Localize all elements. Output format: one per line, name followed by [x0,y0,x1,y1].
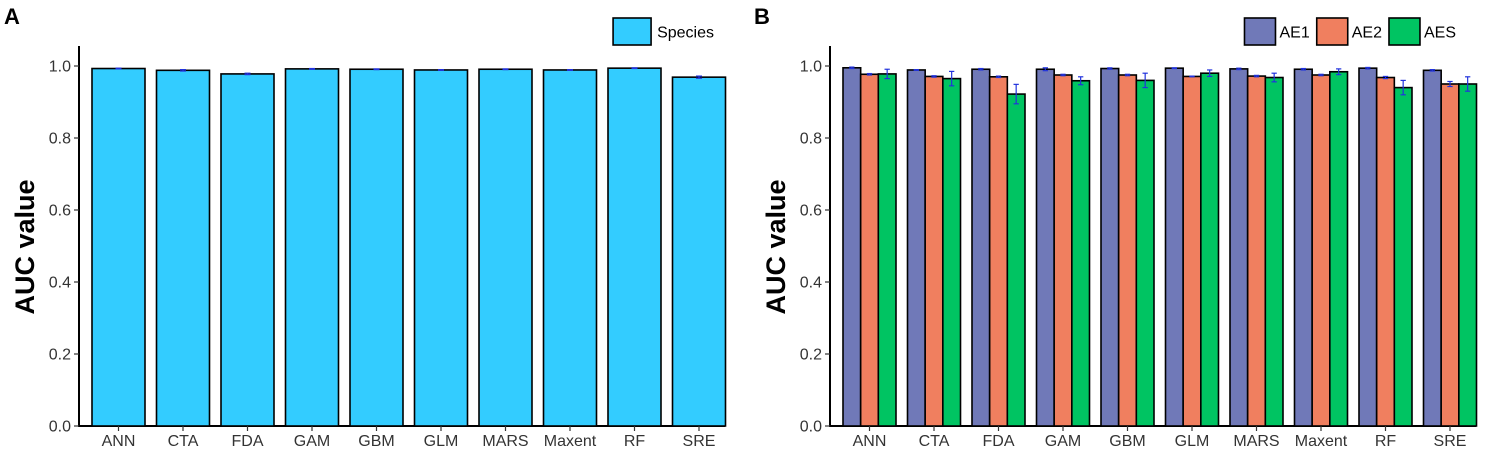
b-x-tick-label: SRE [1434,433,1467,449]
b-bar-aes-gam [1071,79,1091,427]
b-y-tick-label: 0.8 [800,131,822,148]
a-bar-species-mars [478,68,533,427]
a-x-tick-label: Maxent [544,433,597,449]
a-bar-species-rf [607,67,662,427]
b-bar-ae1-mars [1229,68,1249,427]
a-y-tick-label: 0.2 [49,347,71,364]
b-x-tick-label: GAM [1045,433,1081,449]
a-legend-label: Species [657,25,714,42]
b-bar-ae2-mars [1246,75,1267,427]
b-bar-ae1-sre [1422,69,1442,427]
b-bar-ae1-cta [906,69,926,427]
b-bar-ae2-gbm [1117,74,1138,427]
b-bar-ae1-rf [1358,67,1378,427]
panel-a-chart: 0.0 0.2 0.4 0.6 0.8 1.0 AUC value ANN CTA FDA GAM G… [10,17,727,449]
b-legend-swatch-aes [1388,17,1421,46]
a-bar-species-ann [91,67,146,427]
b-y-axis-label: AUC value [761,179,791,314]
b-y-tick-label: 0.4 [800,275,822,292]
a-x-tick-label: GLM [424,433,459,449]
b-y-tick-label: 0.0 [800,419,822,436]
b-bar-ae1-fda [971,68,991,427]
a-x-tick-label: ANN [102,433,136,449]
b-x-tick-label: FDA [983,433,1015,449]
b-bar-ae2-cta [924,75,944,427]
b-legend: AE1 AE2 AES [1243,17,1456,46]
panel-b-chart: 0.0 0.2 0.4 0.6 0.8 1.0 AUC value ANN CTA FDA GAM G… [761,17,1478,449]
a-bar-species-maxent [542,69,598,427]
a-bar-species-cta [155,69,211,427]
b-legend-swatch-ae2 [1315,17,1349,46]
b-bar-aes-sre [1458,83,1478,427]
a-y-tick-label: 1.0 [49,59,71,76]
a-x-tick-label: GBM [358,433,394,449]
b-bar-ae2-rf [1375,76,1396,427]
a-y-tick-label: 0.4 [49,275,71,292]
a-legend-swatch-species [612,17,652,46]
a-x-tick-label: FDA [232,433,264,449]
a-y-tick-label: 0.8 [49,131,71,148]
b-bar-aes-ann [877,73,897,427]
a-bar-species-glm [413,69,469,427]
b-bar-ae2-glm [1182,75,1202,427]
b-bar-aes-gbm [1135,79,1155,427]
b-y-tick-label: 0.6 [800,203,822,220]
b-bar-aes-maxent [1329,70,1349,427]
a-bar-species-gam [284,68,340,427]
b-bar-ae2-ann [859,73,880,427]
a-x-tick-label: RF [624,433,646,449]
b-bar-ae2-maxent [1311,74,1331,427]
a-y-axis-label: AUC value [10,179,40,314]
b-bar-aes-cta [942,77,962,427]
a-y-tick-label: 0.0 [49,419,71,436]
b-bar-aes-fda [1006,93,1026,427]
b-y-tick-label: 0.2 [800,347,822,364]
b-x-tick-label: CTA [919,433,950,449]
a-legend: Species [612,17,714,46]
a-x-tick-label: MARS [482,433,528,449]
a-bar-species-fda [220,73,275,427]
a-x-tick-label: GAM [294,433,330,449]
b-bar-aes-glm [1200,72,1220,427]
a-bar-species-gbm [349,68,404,427]
panel-b-letter: B [754,4,770,29]
b-x-tick-label: GBM [1109,433,1145,449]
b-legend-swatch-ae1 [1243,17,1277,46]
b-legend-label: AE1 [1279,25,1309,42]
b-legend-label: AES [1424,25,1456,42]
b-bar-ae1-glm [1164,67,1184,427]
a-y-tick-label: 0.6 [49,203,71,220]
b-bar-ae1-ann [842,67,862,427]
b-bar-ae1-gam [1035,68,1055,427]
a-x-tick-label: CTA [168,433,199,449]
a-bar-species-sre [671,76,727,427]
b-bar-aes-rf [1393,86,1413,427]
b-bar-ae2-sre [1440,83,1460,427]
b-bar-ae1-maxent [1293,68,1313,427]
b-bar-ae2-gam [1053,74,1073,427]
a-x-tick-label: SRE [683,433,716,449]
b-bar-aes-mars [1264,76,1284,427]
b-x-tick-label: MARS [1233,433,1279,449]
b-bar-ae2-fda [988,76,1009,427]
b-y-tick-label: 1.0 [800,59,822,76]
b-x-tick-label: ANN [853,433,887,449]
b-x-tick-label: GLM [1175,433,1210,449]
b-legend-label: AE2 [1352,25,1382,42]
b-x-tick-label: RF [1375,433,1397,449]
b-x-tick-label: Maxent [1295,433,1348,449]
b-bar-ae1-gbm [1100,67,1120,427]
panel-a-letter: A [4,4,20,29]
